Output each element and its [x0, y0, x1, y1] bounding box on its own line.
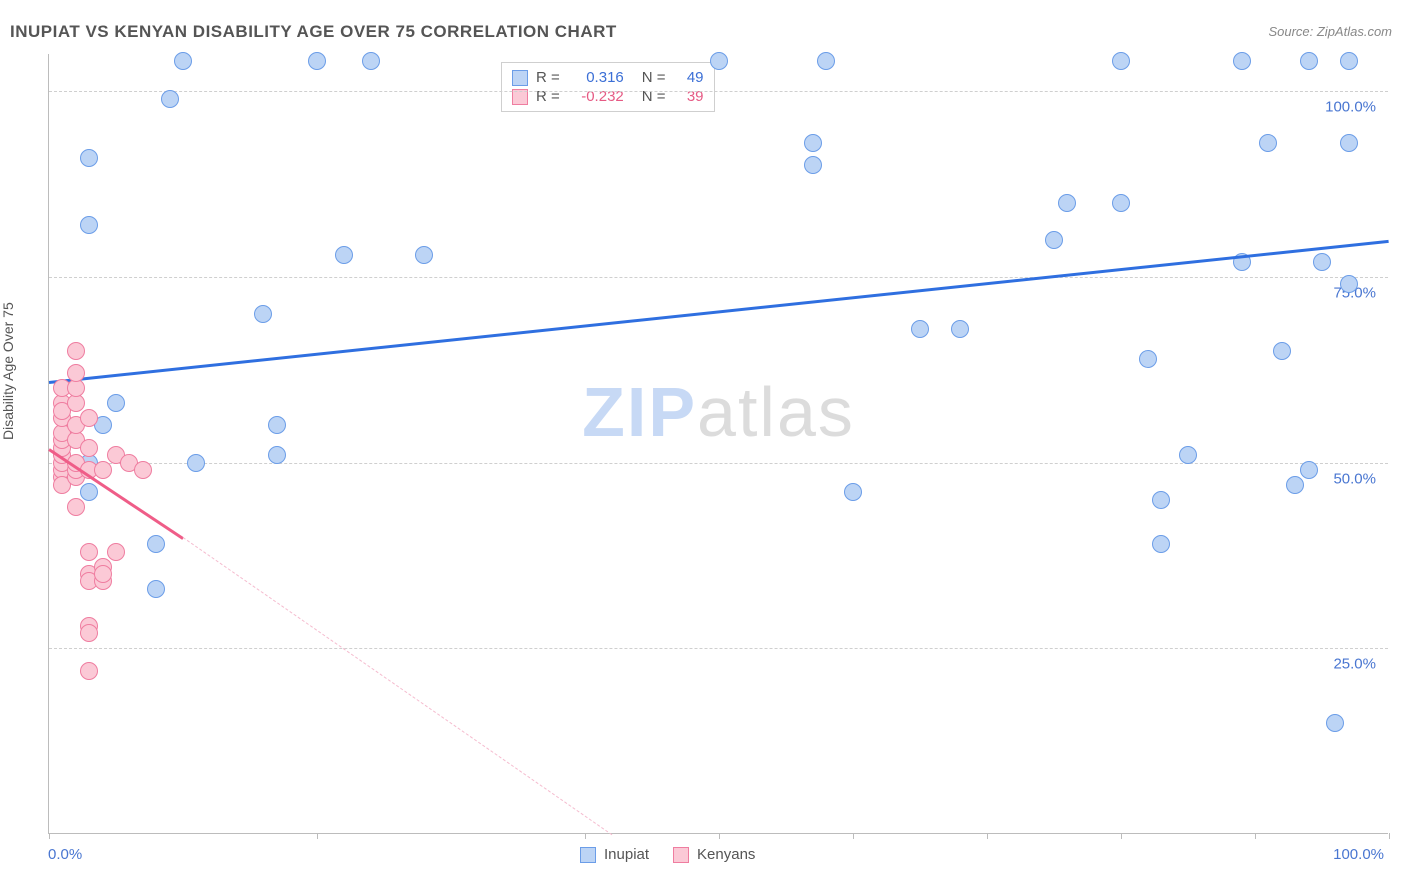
legend-swatch	[512, 70, 528, 86]
data-point	[1112, 52, 1130, 70]
data-point	[174, 52, 192, 70]
x-tick	[1255, 833, 1256, 839]
gridline-h	[49, 91, 1388, 92]
data-point	[1259, 134, 1277, 152]
data-point	[1340, 52, 1358, 70]
data-point	[80, 149, 98, 167]
x-axis-min-label: 0.0%	[48, 846, 82, 863]
data-point	[1273, 342, 1291, 360]
regression-line	[49, 240, 1389, 384]
series-legend: Inupiat Kenyans	[580, 846, 755, 863]
data-point	[107, 543, 125, 561]
legend-row: R = 0.316 N = 49	[512, 69, 704, 86]
x-tick	[49, 833, 50, 839]
data-point	[268, 416, 286, 434]
y-tick-label: 25.0%	[1333, 656, 1376, 673]
data-point	[67, 364, 85, 382]
source-attribution: Source: ZipAtlas.com	[1268, 24, 1392, 39]
y-tick-label: 50.0%	[1333, 470, 1376, 487]
data-point	[804, 134, 822, 152]
data-point	[147, 580, 165, 598]
data-point	[80, 662, 98, 680]
legend-r-value: 0.316	[568, 69, 624, 86]
data-point	[1045, 231, 1063, 249]
data-point	[1313, 253, 1331, 271]
data-point	[147, 535, 165, 553]
x-tick	[987, 833, 988, 839]
plot-area: ZIPatlas R =0.316N =49R =-0.232N =39 25.…	[48, 54, 1388, 834]
legend-r-label: R =	[536, 69, 560, 86]
data-point	[80, 409, 98, 427]
data-point	[1300, 461, 1318, 479]
data-point	[804, 156, 822, 174]
data-point	[80, 483, 98, 501]
x-tick	[1389, 833, 1390, 839]
watermark: ZIPatlas	[582, 372, 855, 452]
legend-label: Kenyans	[697, 846, 755, 863]
chart-container: INUPIAT VS KENYAN DISABILITY AGE OVER 75…	[0, 0, 1406, 892]
data-point	[710, 52, 728, 70]
data-point	[1058, 194, 1076, 212]
data-point	[1300, 52, 1318, 70]
legend-n-label: N =	[642, 69, 666, 86]
legend-swatch	[580, 847, 596, 863]
data-point	[1286, 476, 1304, 494]
data-point	[1152, 535, 1170, 553]
legend-label: Inupiat	[604, 846, 649, 863]
data-point	[94, 461, 112, 479]
data-point	[254, 305, 272, 323]
data-point	[911, 320, 929, 338]
data-point	[80, 624, 98, 642]
data-point	[1179, 446, 1197, 464]
chart-title: INUPIAT VS KENYAN DISABILITY AGE OVER 75…	[10, 22, 617, 42]
data-point	[80, 439, 98, 457]
data-point	[1340, 275, 1358, 293]
data-point	[362, 52, 380, 70]
data-point	[80, 216, 98, 234]
data-point	[107, 394, 125, 412]
data-point	[80, 543, 98, 561]
x-axis-max-label: 100.0%	[1333, 846, 1384, 863]
legend-swatch	[673, 847, 689, 863]
gridline-h	[49, 648, 1388, 649]
data-point	[817, 52, 835, 70]
data-point	[1326, 714, 1344, 732]
data-point	[187, 454, 205, 472]
x-tick	[585, 833, 586, 839]
x-tick	[317, 833, 318, 839]
x-tick	[853, 833, 854, 839]
data-point	[161, 90, 179, 108]
data-point	[268, 446, 286, 464]
data-point	[1340, 134, 1358, 152]
legend-n-value: 49	[674, 69, 704, 86]
watermark-atlas: atlas	[697, 373, 855, 451]
data-point	[415, 246, 433, 264]
data-point	[1112, 194, 1130, 212]
y-tick-label: 100.0%	[1325, 99, 1376, 116]
x-tick	[1121, 833, 1122, 839]
data-point	[308, 52, 326, 70]
data-point	[844, 483, 862, 501]
gridline-h	[49, 277, 1388, 278]
regression-line	[183, 537, 612, 835]
x-tick	[719, 833, 720, 839]
data-point	[67, 498, 85, 516]
data-point	[1152, 491, 1170, 509]
data-point	[1139, 350, 1157, 368]
watermark-zip: ZIP	[582, 373, 697, 451]
data-point	[951, 320, 969, 338]
data-point	[1233, 52, 1251, 70]
y-axis-label: Disability Age Over 75	[0, 302, 16, 440]
correlation-legend: R =0.316N =49R =-0.232N =39	[501, 62, 715, 112]
legend-item: Inupiat	[580, 846, 649, 863]
legend-item: Kenyans	[673, 846, 755, 863]
data-point	[335, 246, 353, 264]
data-point	[67, 342, 85, 360]
data-point	[134, 461, 152, 479]
data-point	[94, 565, 112, 583]
